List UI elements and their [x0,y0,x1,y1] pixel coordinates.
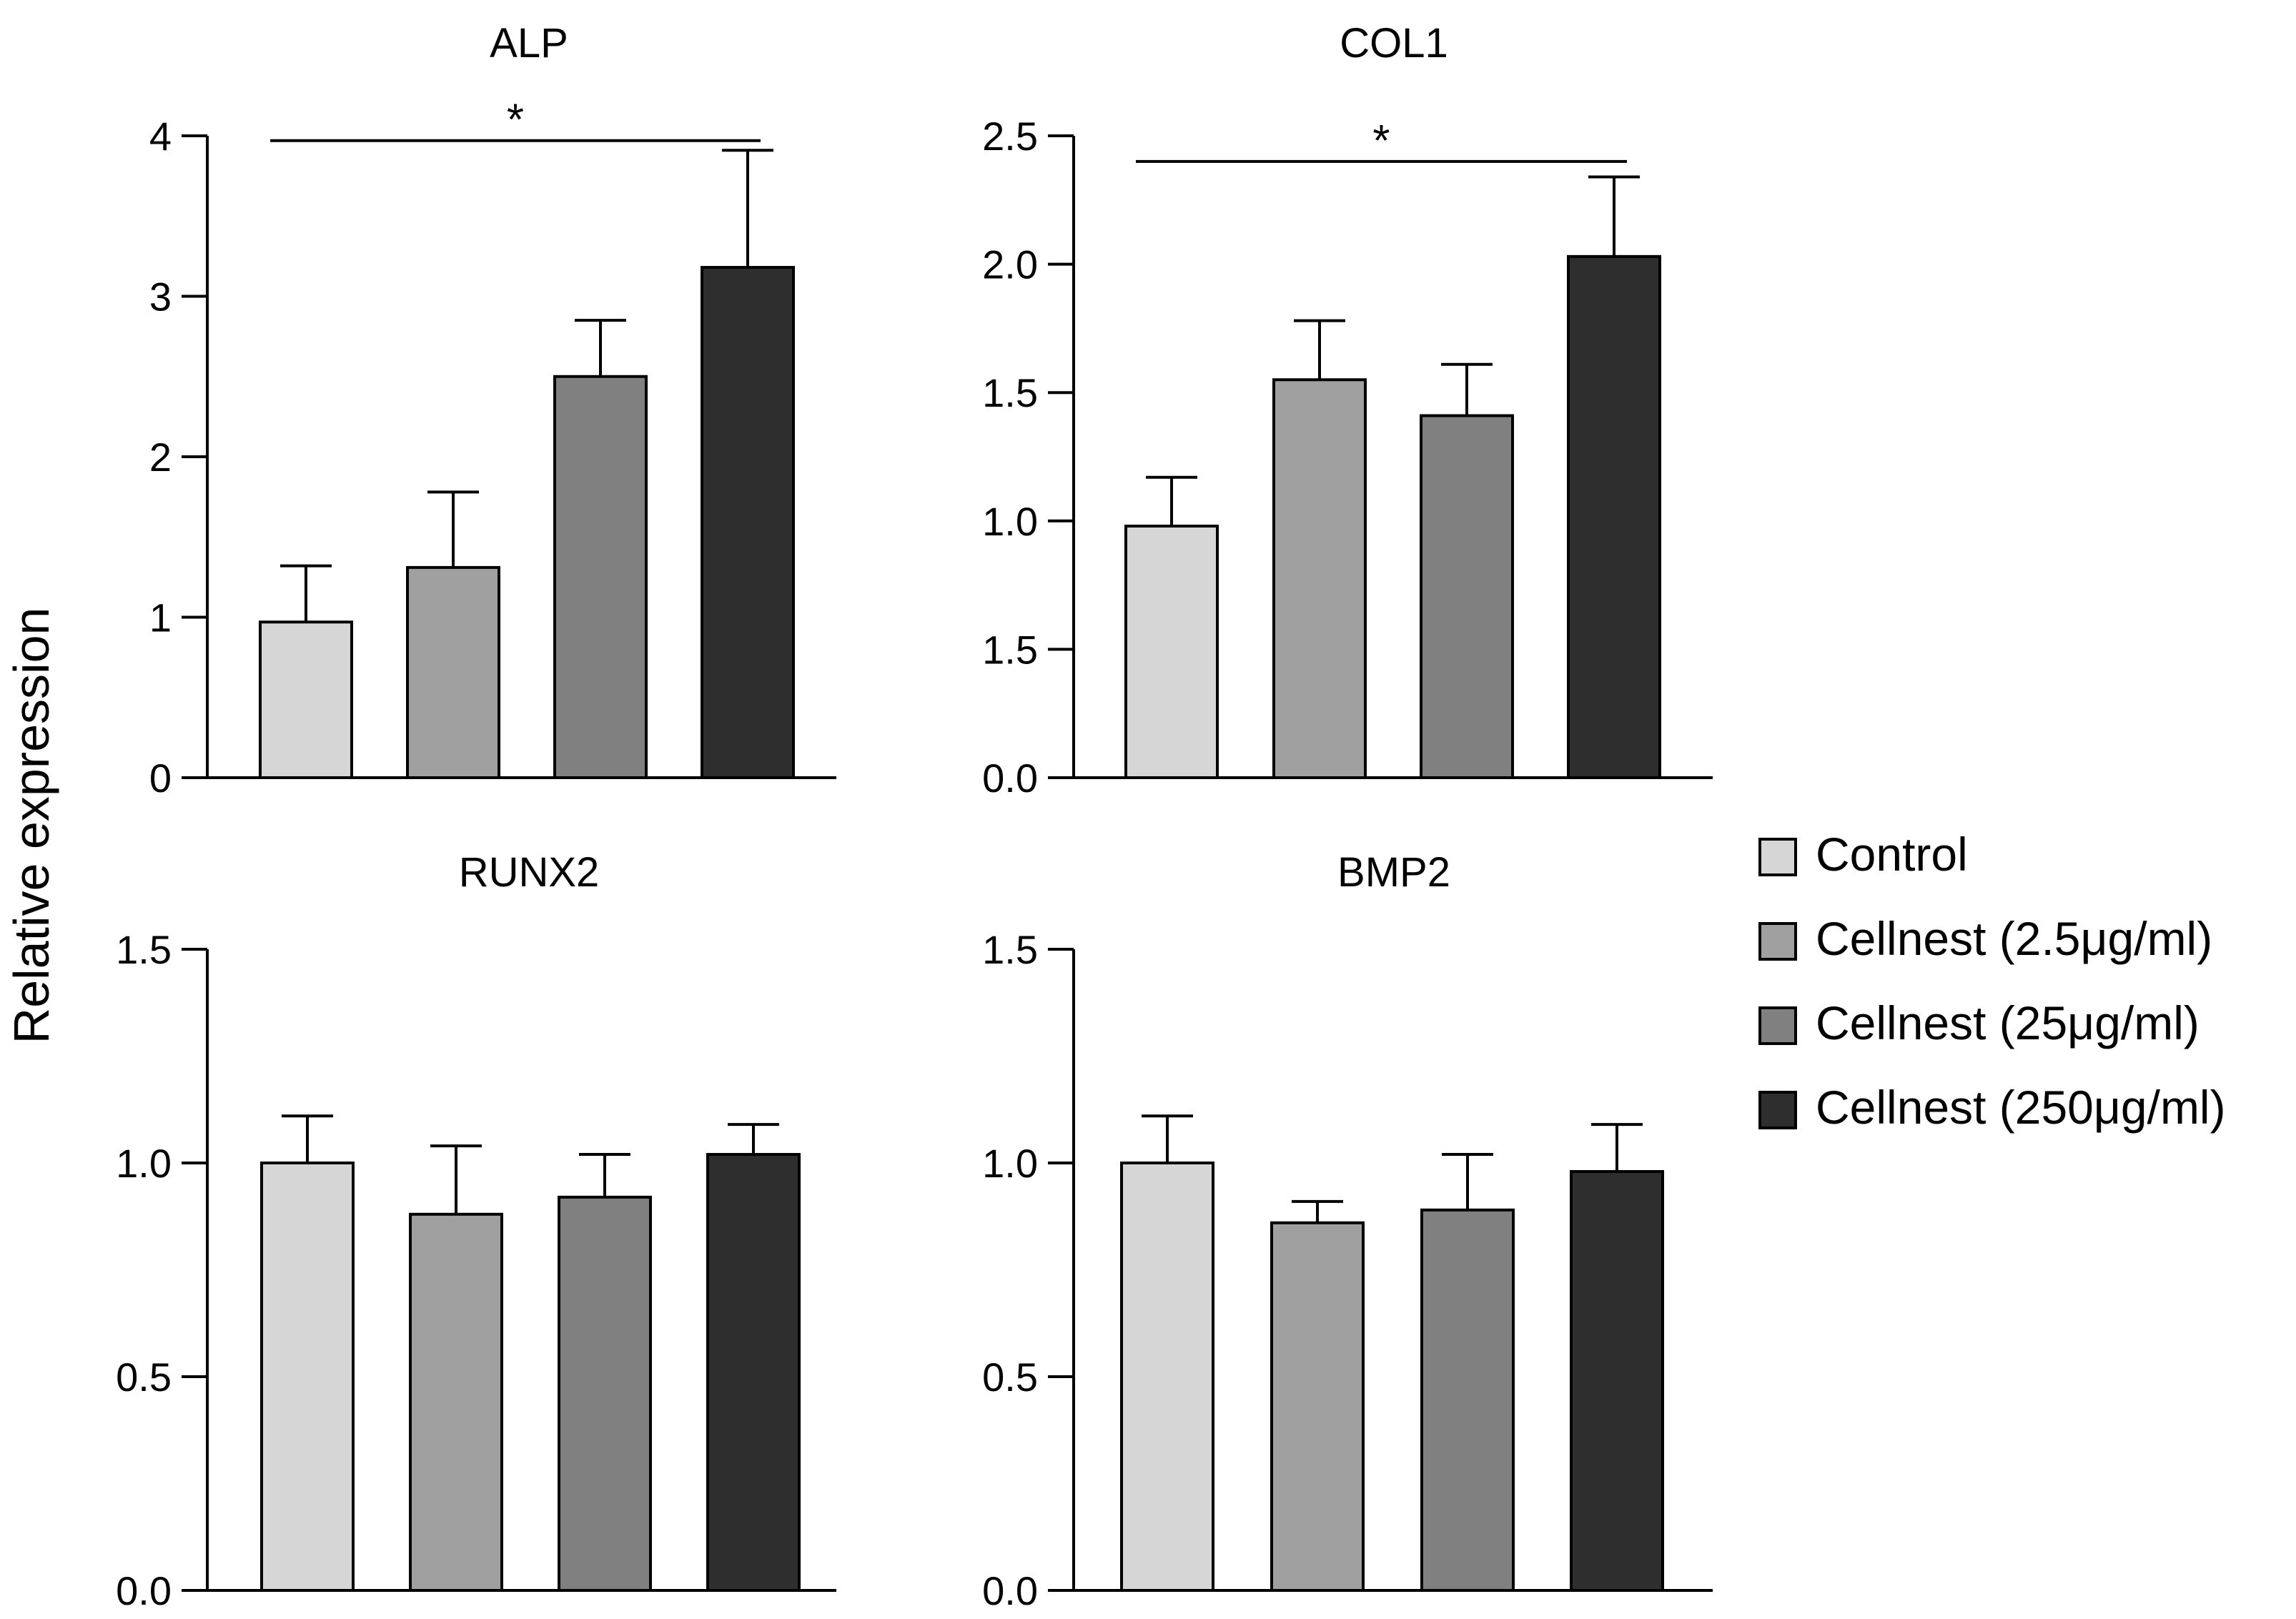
chart-title: BMP2 [1337,849,1450,896]
chart-title: ALP [490,20,568,66]
significance-star: * [1372,117,1390,166]
y-tick-label: 1.5 [116,927,172,972]
y-tick-label: 0.0 [116,1568,172,1613]
bar-runx2-cellnest-250-g-ml [706,1153,801,1593]
chart-col1: COL1 0.0 1.5 1.0 1.5 2.0 2.5 * [982,20,1713,801]
legend-swatch [1758,922,1797,961]
chart-title: RUNX2 [459,849,600,896]
bar-bmp2-cellnest-25-g-ml [1420,1208,1515,1592]
legend-item-cellnest-2-5-g-ml: Cellnest (2.5μg/ml) [1758,912,2212,965]
legend-item-cellnest-250-g-ml: Cellnest (250μg/ml) [1758,1081,2226,1134]
bar-bmp2-cellnest-2-5-g-ml [1270,1221,1365,1592]
y-tick-label: 1.5 [982,370,1038,415]
significance-star: * [507,96,524,145]
y-axis-label: Relative expression [4,608,59,1044]
legend: Control Cellnest (2.5μg/ml) Cellnest (25μg… [1758,828,2226,1134]
chart-bmp2: BMP2 0.0 0.5 1.0 1.5 [982,849,1713,1613]
legend-label: Cellnest (250μg/ml) [1816,1081,2226,1134]
legend-swatch [1758,1091,1797,1129]
y-tick-label: 1.0 [982,499,1038,544]
y-tick-label: 0 [149,756,172,801]
y-tick-label: 1 [149,595,172,640]
bar-alp-cellnest-250-g-ml [701,266,795,779]
y-tick-label: 2.5 [982,114,1038,159]
y-tick-label: 1.0 [982,1141,1038,1186]
bar-runx2-control [260,1162,355,1592]
y-tick-label: 3 [149,274,172,320]
legend-label: Cellnest (2.5μg/ml) [1816,912,2212,965]
bar-alp-control [259,620,353,779]
y-tick-label: 2.0 [982,242,1038,287]
y-tick-label: 0.5 [982,1355,1038,1400]
y-tick-label: 0.0 [982,1568,1038,1613]
y-tick-label: 0.5 [116,1355,172,1400]
y-tick-label: 4 [149,114,172,159]
bar-col1-cellnest-25-g-ml [1420,414,1514,779]
legend-swatch [1758,1006,1797,1045]
legend-label: Control [1816,828,1968,881]
bar-col1-cellnest-2-5-g-ml [1272,378,1367,779]
chart-title: COL1 [1340,20,1448,66]
legend-item-cellnest-25-g-ml: Cellnest (25μg/ml) [1758,996,2199,1049]
y-tick-label: 1.5 [982,627,1038,672]
legend-label: Cellnest (25μg/ml) [1816,996,2199,1049]
chart-runx2: RUNX2 0.0 0.5 1.0 1.5 [116,849,836,1613]
y-tick-label: 1.0 [116,1141,172,1186]
chart-alp: ALP 0 1 2 3 4 * [149,20,836,801]
legend-item-control: Control [1758,828,1968,881]
y-tick-label: 1.5 [982,927,1038,972]
legend-swatch [1758,838,1797,876]
bar-runx2-cellnest-2-5-g-ml [409,1212,503,1592]
y-tick-label: 2 [149,435,172,480]
bar-alp-cellnest-25-g-ml [553,375,648,779]
bar-bmp2-control [1120,1162,1214,1592]
bar-col1-cellnest-250-g-ml [1567,254,1661,780]
chart-panels: ALP 0 1 2 3 4 * COL1 0.0 1.5 1.0 1.5 2.0 2.5 * RUNX2 0.0… [116,20,1713,1613]
bar-bmp2-cellnest-250-g-ml [1570,1169,1664,1592]
bar-runx2-cellnest-25-g-ml [558,1195,652,1592]
bar-alp-cellnest-2-5-g-ml [406,565,500,780]
bar-col1-control [1124,524,1219,779]
y-tick-label: 0.0 [982,756,1038,801]
